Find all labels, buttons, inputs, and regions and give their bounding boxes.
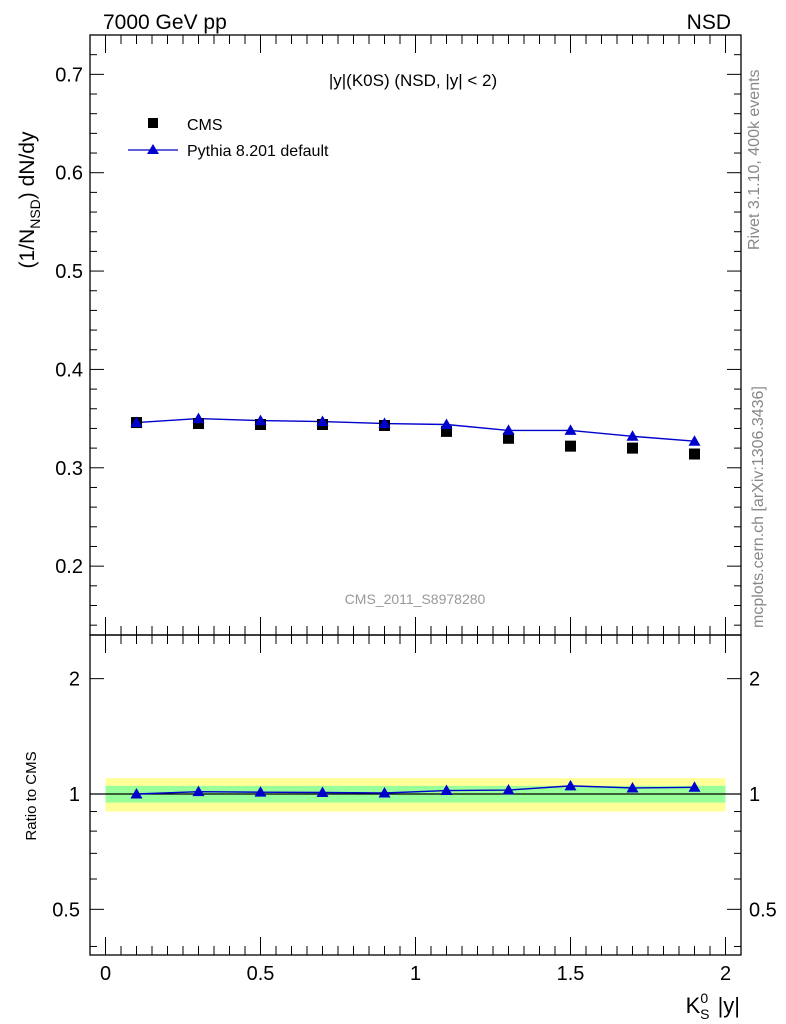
ratio-y-tick-label: 0.5 [52,899,80,921]
legend-label-pythia: Pythia 8.201 default [187,143,329,160]
x-tick-label: 0 [100,963,111,985]
ratio-pythia-point [130,787,143,799]
x-tick-label: 0.5 [247,963,275,985]
pythia-point [564,424,577,435]
pythia-line [136,417,695,442]
ratio-pythia-point [626,781,639,793]
main-y-tick-label: 0.2 [55,556,83,578]
ratio-pythia-line [136,785,695,795]
main-series [130,412,701,460]
pythia-point [626,430,639,441]
legend: CMS Pythia 8.201 default [128,117,329,160]
header-energy: 7000 GeV pp [103,11,227,34]
ratio-y-tick-label: 2 [69,669,80,691]
main-y-tick-label: 0.6 [55,163,83,185]
ratio-pythia-point [502,784,515,795]
ratio-y-tick-label-right: 0.5 [749,899,777,921]
ratio-y-axis-label: Ratio to CMS [23,751,40,840]
rivet-label: Rivet 3.1.10, 400k events [746,69,763,250]
pythia-point [440,418,453,430]
pythia-point [254,414,267,426]
x-axis-label: K0 S |y| [686,990,740,1022]
cms-point [441,425,452,437]
pythia-point [130,416,143,428]
main-y-tick-label: 0.4 [55,359,83,381]
pythia-point [502,424,515,435]
cms-point [503,432,514,444]
legend-marker-pythia [147,144,159,154]
ratio-y-tick-label: 1 [69,784,80,806]
x-tick-label: 1 [410,963,421,985]
ratio-y-tick-label-right: 1 [749,784,760,806]
pythia-point [378,417,391,429]
ratio-pythia-point [316,786,329,798]
ratio-y-tick-label-right: 2 [749,669,760,691]
main-y-axis: 0.2 0.3 0.4 0.5 0.6 0.7 [55,34,741,626]
ratio-y-axis: 0.5 0.5 1 1 2 2 [52,669,777,947]
main-y-tick-label: 0.7 [55,64,83,86]
header-process: NSD [687,11,731,34]
ratio-pythia-point [378,787,391,798]
ratio-series [130,779,701,799]
ratio-pythia-point [440,784,453,796]
x-tick-label: 1.5 [557,963,585,985]
cms-point [193,418,204,430]
ratio-pythia-point [688,781,701,792]
pythia-point [316,415,329,427]
main-y-tick-label: 0.3 [55,458,83,480]
main-y-tick-label: 0.5 [55,261,83,283]
ratio-pythia-point [192,785,205,797]
legend-label-cms: CMS [187,117,223,134]
cms-point [565,440,576,452]
main-y-axis-label: (1/NNSD) dN/dy [16,131,43,268]
ratio-pythia-point [254,786,267,797]
pythia-point [192,412,205,424]
mcplots-label: mcplots.cern.ch [arXiv:1306.3436] [750,386,767,628]
cms-point [627,442,638,454]
x-tick-label: 2 [720,963,731,985]
x-axis: 0 0.5 1 1.5 2 [89,35,742,985]
legend-marker-cms [148,118,158,128]
ratio-pythia-point [564,779,577,791]
analysis-watermark: CMS_2011_S8978280 [345,591,486,607]
pythia-point [688,435,701,446]
cms-point [689,448,700,460]
main-plot-title: |y|(K0S) (NSD, |y| < 2) [329,71,497,90]
